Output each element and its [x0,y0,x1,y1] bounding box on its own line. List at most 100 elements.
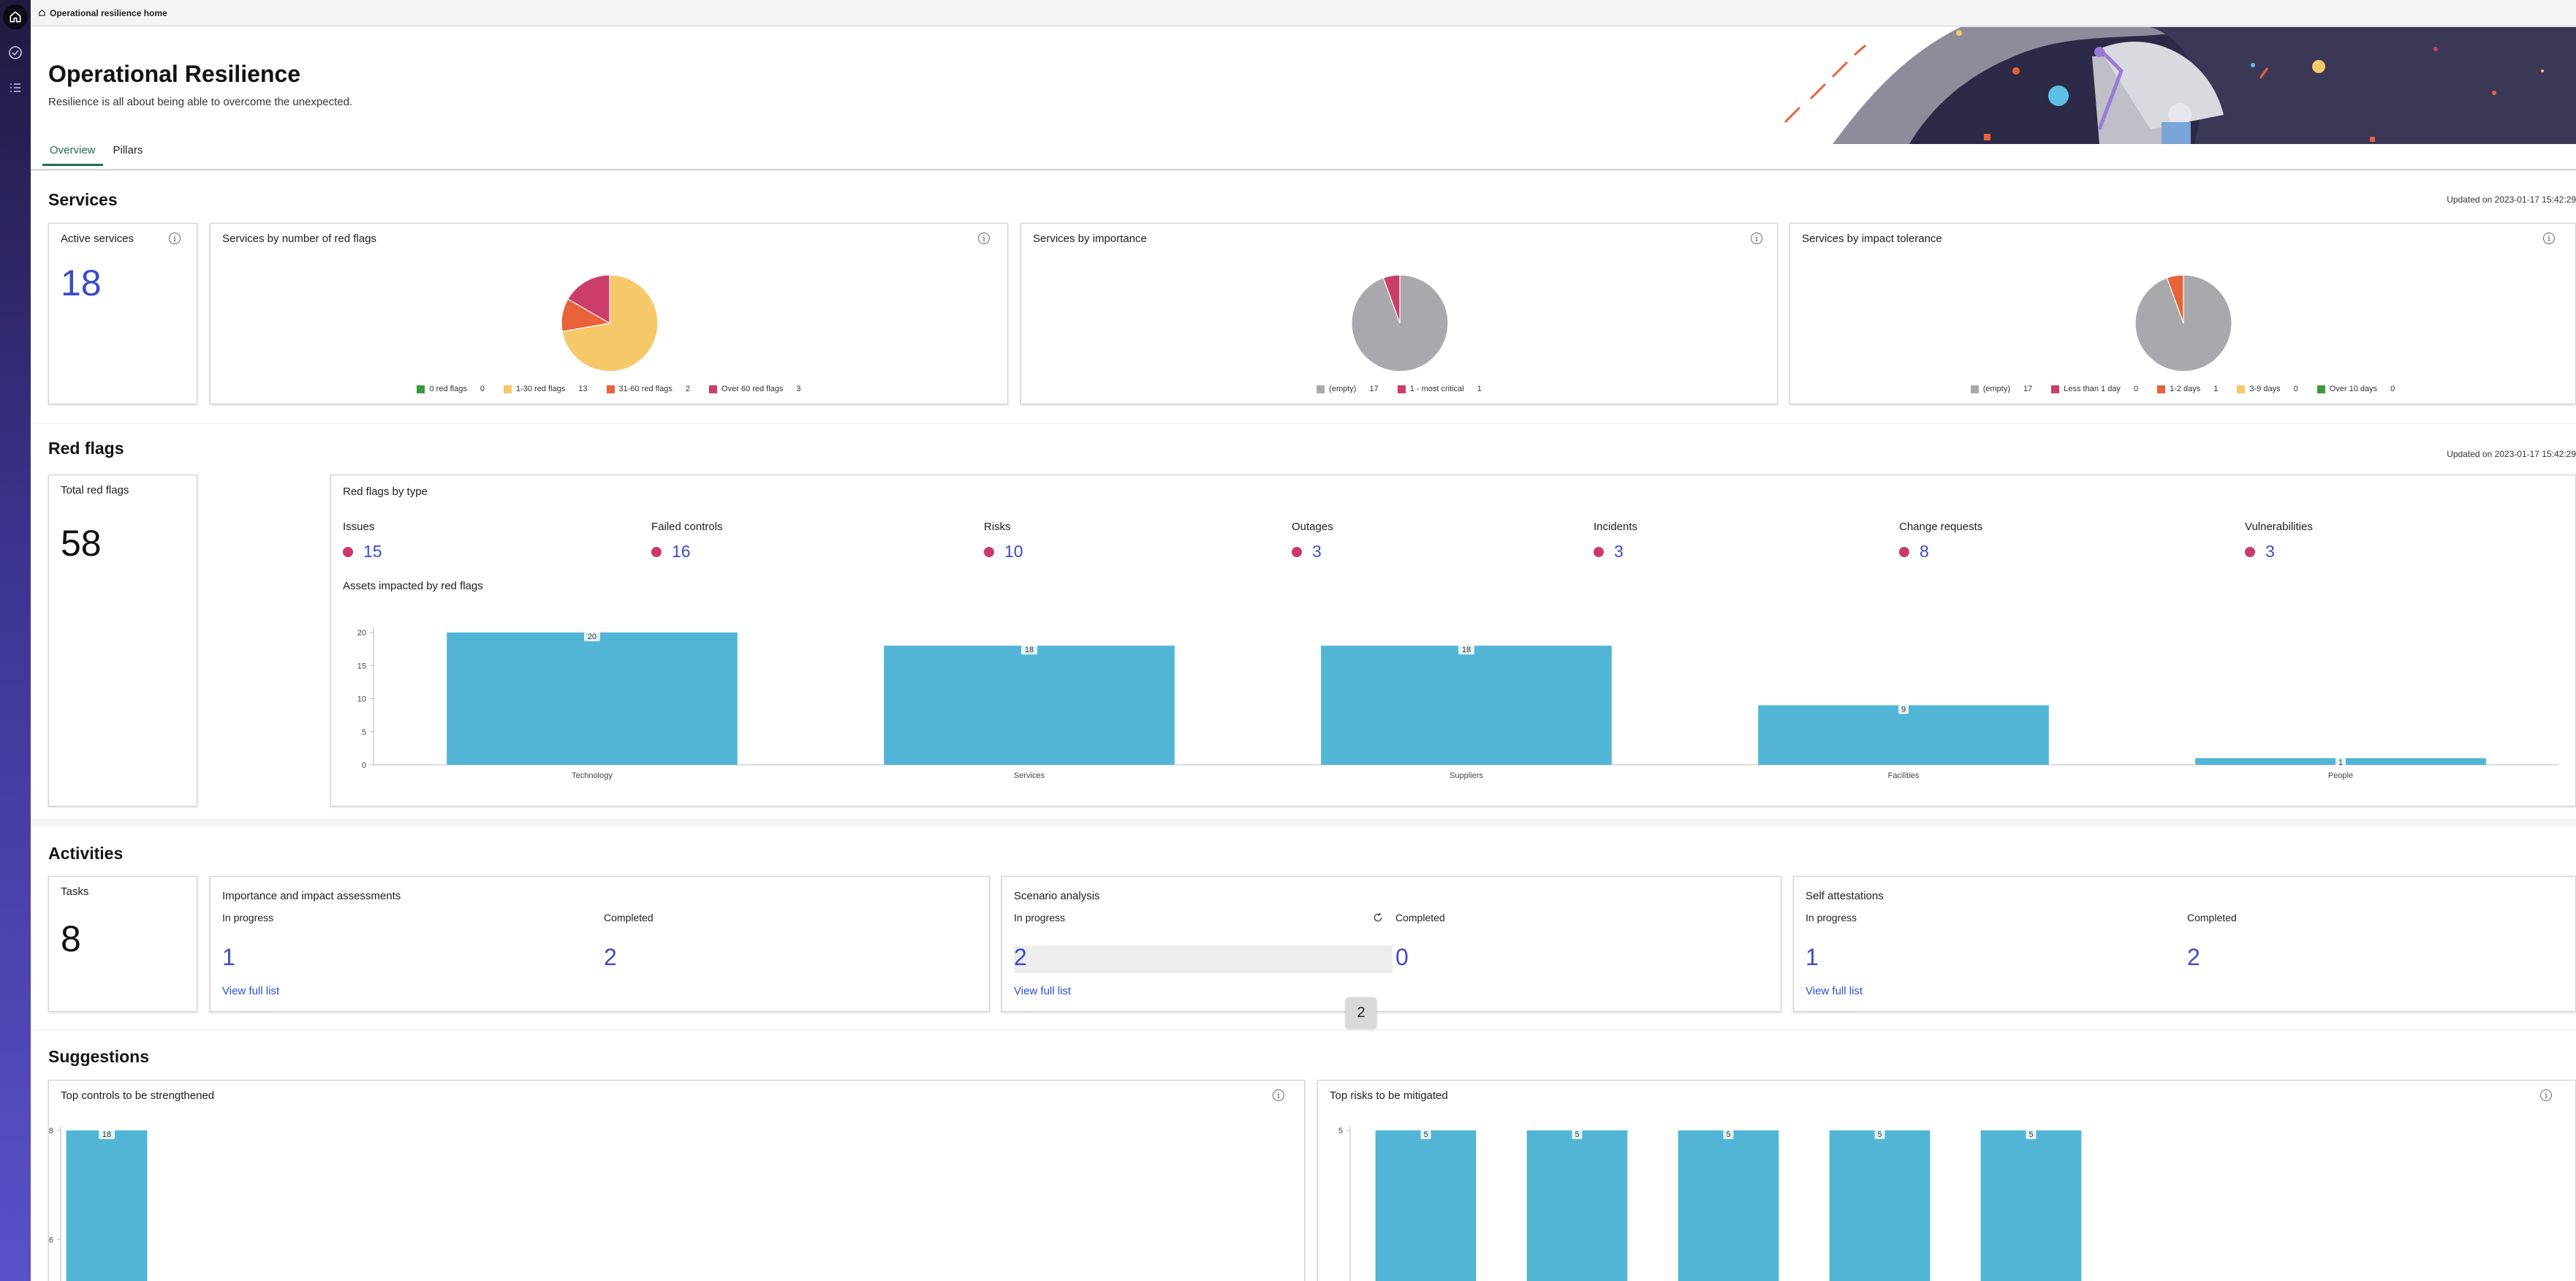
home-icon[interactable] [3,4,28,29]
total-red-flags-card[interactable]: Total red flags 58 [48,475,197,806]
bar[interactable] [884,646,1175,765]
services-updated: Updated on 2023-01-17 15:42:29 [2447,194,2576,205]
in-progress-count[interactable]: 1 [222,944,235,970]
legend-count: 17 [1369,385,1379,393]
legend-label: 3-9 days [2249,385,2281,393]
type-failed-controls[interactable]: Failed controls 16 [651,521,723,562]
bar-value-label: 5 [2028,1130,2033,1139]
type-label: Change requests [1899,521,1983,533]
view-full-list-link[interactable]: View full list [1014,985,1072,997]
completed-count[interactable]: 0 [1395,944,1409,970]
red-flags-pie-chart[interactable] [211,224,1009,405]
pie-slice-1-2-days[interactable] [2166,274,2184,324]
suggestions-title: Suggestions [48,1047,150,1066]
bar[interactable] [447,632,738,765]
importance-pie-chart[interactable] [1021,224,1778,405]
x-tick-label: Suppliers [1450,771,1483,780]
active-services-count[interactable]: 18 [61,262,102,303]
info-icon[interactable]: i [2543,233,2555,244]
refresh-icon[interactable] [1372,912,1384,923]
legend-item[interactable]: 0 red flags 0 [417,385,485,393]
legend-item[interactable]: (empty) 17 [1970,385,2032,393]
info-icon[interactable]: i [169,233,181,244]
bar-label-bg [1723,1130,1734,1139]
controls-bar-chart: 16 18 18 [49,1126,148,1281]
top-controls-card: Top controls to be strengthened i 16 18 18 [48,1080,1305,1281]
type-issues[interactable]: Issues 15 [343,521,382,562]
legend-item[interactable]: Less than 1 day 0 [2051,385,2138,393]
bar[interactable] [1758,705,2049,765]
tolerance-pie-chart[interactable] [1790,224,2576,405]
legend-item[interactable]: Over 10 days 0 [2316,385,2395,393]
tasks-count[interactable]: 8 [61,918,81,959]
legend-swatch [709,385,718,393]
bar[interactable] [66,1130,148,1281]
type-vulnerabilities[interactable]: Vulnerabilities 3 [2245,521,2313,562]
info-icon[interactable]: i [2540,1089,2552,1101]
completed-count[interactable]: 2 [604,944,617,970]
bar-label-bg [1420,1130,1431,1139]
legend-item[interactable]: (empty) 17 [1317,385,1379,393]
legend-item[interactable]: Over 60 red flags 3 [709,385,801,393]
legend-item[interactable]: 31-60 red flags 2 [606,385,690,393]
bar[interactable] [1980,1130,2082,1281]
bar-label-bg [584,632,600,641]
legend-count: 1 [2213,385,2219,393]
info-icon[interactable]: i [1751,233,1762,244]
bar[interactable] [1526,1130,1628,1281]
type-incidents[interactable]: Incidents 3 [1594,521,1637,562]
type-label: Risks [984,521,1011,533]
legend-item[interactable]: 1-2 days 1 [2157,385,2218,393]
type-value[interactable]: 8 [1920,542,1929,561]
bar-value-label: 9 [1901,706,1906,714]
list-icon[interactable] [7,79,24,97]
top-bar: Operational resilience home [31,0,2576,26]
legend-label: 0 red flags [429,385,467,393]
bar-label-bg [99,1130,115,1139]
type-value[interactable]: 3 [2265,542,2275,561]
legend-item[interactable]: 1-30 red flags 13 [503,385,588,393]
check-circle-icon[interactable] [7,44,24,61]
info-icon[interactable]: i [1273,1089,1284,1101]
total-red-flags-count[interactable]: 58 [61,523,102,564]
type-risks[interactable]: Risks 10 [984,521,1023,562]
legend-item[interactable]: 1 - most critical 1 [1397,385,1482,393]
completed-count[interactable]: 2 [2187,944,2200,970]
legend-label: (empty) [1329,385,1357,393]
in-progress-count[interactable]: 2 [1014,944,1027,970]
x-tick-label: People [2328,771,2353,780]
services-title: Services [48,190,118,209]
type-outages[interactable]: Outages 3 [1292,521,1333,562]
breadcrumb[interactable]: Operational resilience home [38,8,167,18]
view-full-list-link[interactable]: View full list [1806,985,1863,997]
tab-overview[interactable]: Overview [42,144,103,166]
legend-swatch [2316,385,2325,393]
bar[interactable] [1375,1130,1477,1281]
type-value[interactable]: 10 [1004,542,1023,561]
pie-slice-1-most-critical[interactable] [1382,274,1401,324]
type-value[interactable]: 16 [672,542,691,561]
y-tick-label: 15 [357,662,366,670]
bar[interactable] [1678,1130,1779,1281]
bar[interactable] [1321,646,1612,765]
type-value[interactable]: 15 [363,542,382,561]
completed-label: Completed [604,912,654,923]
bar[interactable] [1829,1130,1931,1281]
legend-label: Over 60 red flags [721,385,784,393]
in-progress-count[interactable]: 1 [1806,944,1819,970]
services-by-red-flags-title: Services by number of red flags [222,233,376,245]
type-value[interactable]: 3 [1312,542,1322,561]
red-dot-icon [651,546,662,557]
legend-item[interactable]: 3-9 days 0 [2237,385,2298,393]
bar-label-bg [1458,645,1474,655]
active-services-card[interactable]: Active services i 18 [48,223,197,404]
tasks-card[interactable]: Tasks 8 [48,876,197,1012]
legend-swatch [1970,385,1979,393]
tab-pillars[interactable]: Pillars [113,144,143,156]
legend-swatch [2157,385,2166,393]
info-icon[interactable]: i [978,233,990,244]
type-change-requests[interactable]: Change requests 8 [1899,521,1982,562]
view-full-list-link[interactable]: View full list [222,985,280,997]
type-value[interactable]: 3 [1614,542,1624,561]
pie-slice-over-60-red-flags[interactable] [567,274,610,325]
